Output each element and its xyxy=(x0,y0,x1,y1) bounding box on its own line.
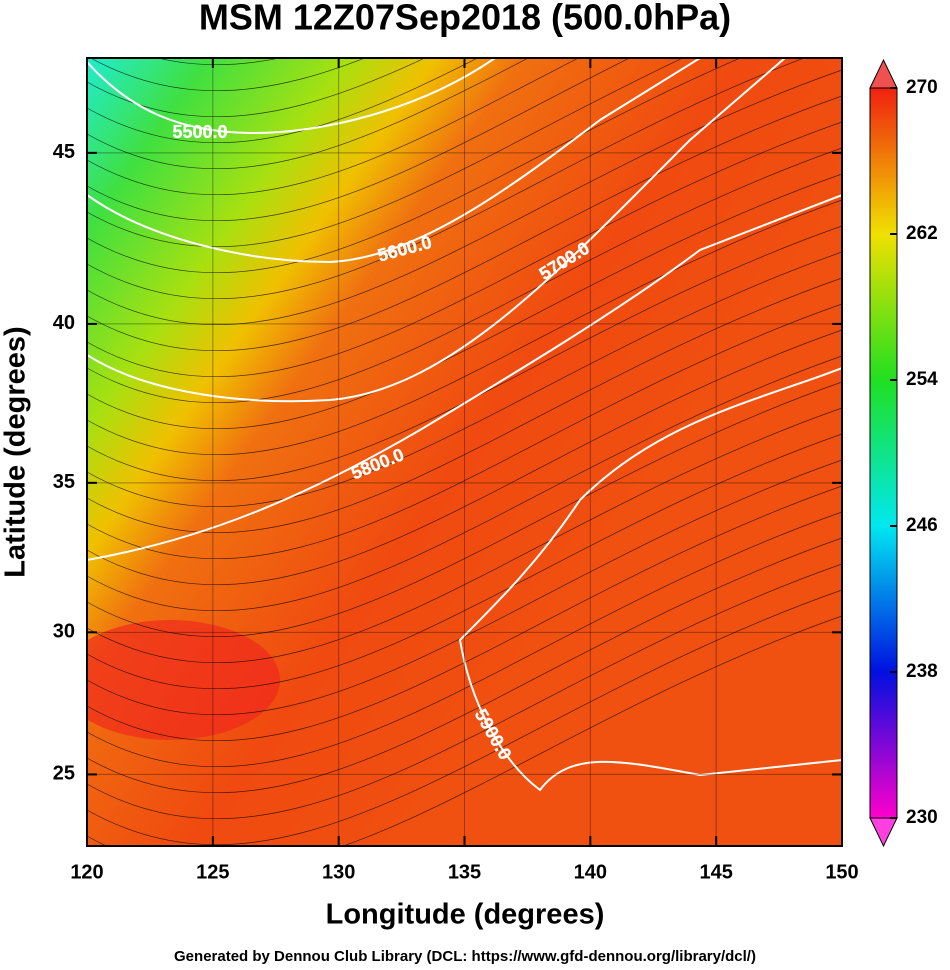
streamline xyxy=(87,589,842,846)
y-tick-label: 35 xyxy=(53,471,75,493)
streamline xyxy=(87,537,842,794)
streamline xyxy=(87,303,842,560)
streamline xyxy=(87,251,842,508)
colorbar-extend xyxy=(869,817,898,848)
colorbar xyxy=(869,87,898,819)
streamline xyxy=(87,199,842,456)
streamline xyxy=(87,58,479,144)
streamline xyxy=(87,329,842,586)
streamline xyxy=(87,277,842,534)
x-tick-label: 130 xyxy=(322,861,355,883)
colorbar-extend xyxy=(869,58,898,89)
x-tick-label: 145 xyxy=(699,861,732,883)
x-tick-label: 140 xyxy=(574,861,607,883)
streamline xyxy=(87,407,842,664)
contour xyxy=(87,58,701,264)
x-tick-label: 120 xyxy=(70,861,103,883)
contour xyxy=(87,58,496,135)
y-tick-label: 40 xyxy=(53,312,75,334)
colorbar-tick-label: 230 xyxy=(906,807,938,828)
contour xyxy=(87,58,786,403)
colorbar-tick-label: 254 xyxy=(906,369,938,390)
streamline xyxy=(87,433,842,690)
streamline xyxy=(87,58,805,300)
y-tick-label: 45 xyxy=(53,141,75,163)
streamline xyxy=(87,563,842,820)
colorbar-tick-label: 270 xyxy=(906,77,938,98)
field-max xyxy=(87,620,280,740)
streamline xyxy=(87,58,742,274)
y-tick-label: 30 xyxy=(53,621,75,643)
streamline xyxy=(87,225,842,482)
streamline xyxy=(87,58,631,222)
contour-label: 5500.0 xyxy=(172,122,227,142)
colorbar-tick-label: 246 xyxy=(906,515,938,536)
streamline xyxy=(87,485,842,742)
streamline xyxy=(87,121,842,378)
streamline xyxy=(87,459,842,716)
streamline xyxy=(87,355,842,612)
contour xyxy=(87,194,842,561)
x-axis-label: Longitude (degrees) xyxy=(326,899,605,931)
footer: Generated by Dennou Club Library (DCL: h… xyxy=(174,948,756,965)
streamline xyxy=(157,58,281,66)
chart-title: MSM 12Z07Sep2018 (500.0hPa) xyxy=(199,0,731,38)
streamline xyxy=(87,58,426,118)
contour xyxy=(458,367,842,792)
plot-frame xyxy=(86,57,843,847)
streamline xyxy=(87,58,529,170)
streamline xyxy=(87,381,842,638)
streamline xyxy=(90,58,366,92)
colorbar-tick-label: 238 xyxy=(906,661,938,682)
x-tick-label: 150 xyxy=(825,861,858,883)
y-axis-label: Latitude (degrees) xyxy=(0,326,32,577)
streamline xyxy=(87,147,842,404)
streamline xyxy=(87,95,842,352)
x-tick-label: 135 xyxy=(448,861,481,883)
colorbar-tick-label: 262 xyxy=(906,223,938,244)
streamline xyxy=(87,69,842,326)
y-tick-label: 25 xyxy=(53,763,75,785)
streamline xyxy=(87,58,580,196)
streamline xyxy=(87,511,842,768)
streamline xyxy=(87,615,842,846)
streamline xyxy=(87,58,684,248)
x-tick-label: 125 xyxy=(196,861,229,883)
